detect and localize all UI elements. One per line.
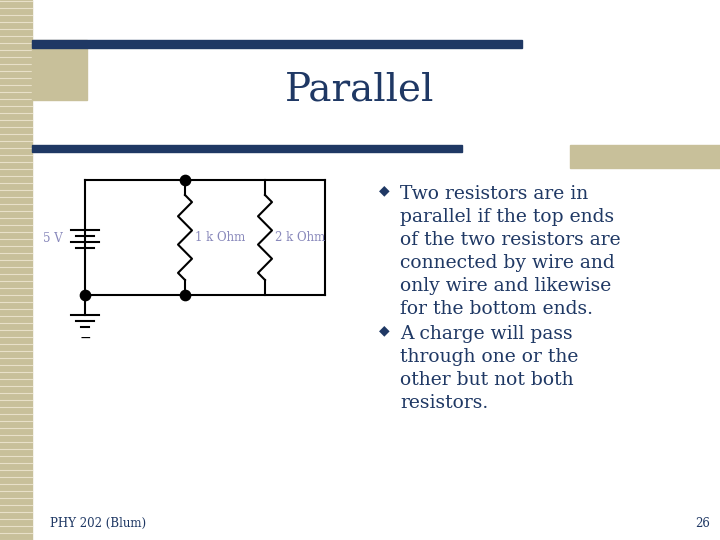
Text: 1 k Ohm: 1 k Ohm xyxy=(195,231,246,244)
Text: ◆: ◆ xyxy=(379,323,390,337)
Text: A charge will pass
through one or the
other but not both
resistors.: A charge will pass through one or the ot… xyxy=(400,325,578,411)
Bar xyxy=(32,145,462,152)
Text: −: − xyxy=(79,331,91,345)
Text: 26: 26 xyxy=(695,517,710,530)
Text: 5 V: 5 V xyxy=(43,232,63,245)
Point xyxy=(79,291,91,299)
Bar xyxy=(0,0,32,540)
Bar xyxy=(32,40,87,100)
Text: 2 k Ohm: 2 k Ohm xyxy=(275,231,325,244)
Text: Parallel: Parallel xyxy=(285,71,435,109)
Bar xyxy=(32,40,522,48)
Text: Two resistors are in
parallel if the top ends
of the two resistors are
connected: Two resistors are in parallel if the top… xyxy=(400,185,621,318)
Point xyxy=(179,176,191,184)
Point xyxy=(179,291,191,299)
Text: ◆: ◆ xyxy=(379,183,390,197)
Text: PHY 202 (Blum): PHY 202 (Blum) xyxy=(50,517,146,530)
Bar xyxy=(570,145,720,168)
